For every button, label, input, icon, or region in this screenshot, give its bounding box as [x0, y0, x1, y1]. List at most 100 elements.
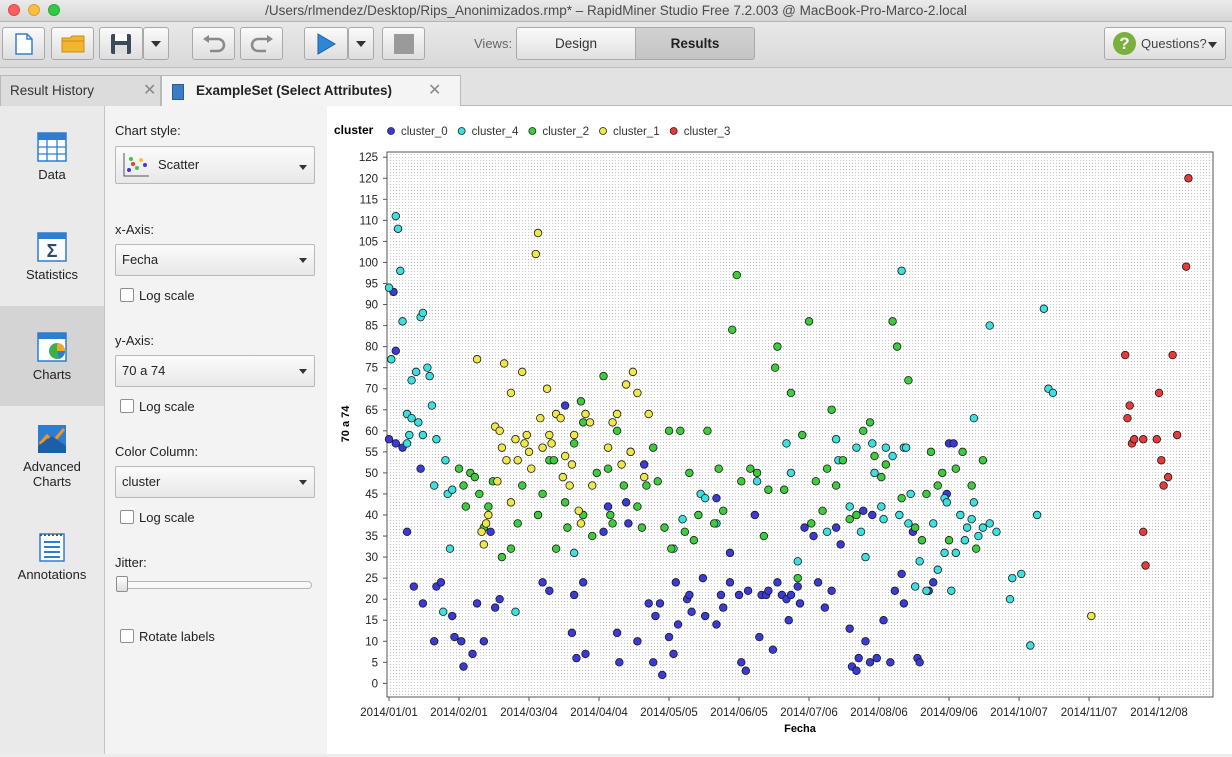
sidebar-item-data[interactable]: Data: [0, 106, 104, 206]
y-tick-label: 65: [365, 405, 378, 417]
views-label: Views:: [474, 36, 513, 51]
data-point: [865, 658, 875, 667]
chevron-down-icon: [299, 258, 307, 263]
data-point: [644, 409, 653, 419]
y-tick-label: 55: [365, 447, 378, 459]
data-point: [813, 578, 823, 587]
data-point: [637, 523, 647, 532]
x-log-scale-checkbox[interactable]: [120, 288, 134, 302]
open-process-button[interactable]: [51, 27, 94, 60]
x-axis-dropdown[interactable]: Fecha: [115, 244, 315, 276]
y-tick-label: 75: [365, 363, 378, 375]
tab-exampleset[interactable]: ExampleSet (Select Attributes) ✕: [161, 75, 461, 106]
data-point: [459, 481, 468, 490]
data-point: [416, 464, 425, 473]
data-point: [569, 590, 579, 600]
data-point: [773, 578, 782, 587]
data-point: [1168, 350, 1177, 360]
data-point: [660, 523, 669, 532]
data-point: [1139, 527, 1148, 537]
stop-icon: [393, 33, 414, 54]
data-point: [499, 359, 509, 368]
undo-button[interactable]: [192, 27, 235, 60]
data-point: [579, 578, 588, 587]
y-tick-label: 50: [365, 468, 378, 480]
data-point: [1152, 435, 1162, 444]
design-view-button[interactable]: Design: [516, 27, 636, 60]
data-point: [513, 519, 522, 528]
data-point: [402, 527, 412, 537]
save-options-dropdown[interactable]: [143, 27, 169, 60]
new-document-icon: [14, 32, 33, 55]
run-options-dropdown[interactable]: [348, 27, 374, 60]
data-point: [569, 430, 579, 440]
results-view-button[interactable]: Results: [635, 27, 755, 60]
redo-button[interactable]: [240, 27, 283, 60]
maximize-window-button[interactable]: [48, 4, 60, 16]
new-process-button[interactable]: [2, 27, 45, 60]
jitter-slider-track[interactable]: [117, 581, 312, 589]
data-point: [831, 523, 841, 532]
chart-style-dropdown[interactable]: Scatter: [115, 146, 315, 184]
data-point: [795, 599, 805, 608]
data-point: [714, 464, 723, 473]
data-point: [518, 367, 527, 377]
color-log-scale-checkbox[interactable]: [120, 510, 134, 524]
data-point: [497, 443, 507, 452]
advanced-charts-icon: [38, 425, 66, 453]
data-point: [612, 628, 622, 638]
y-tick-label: 70: [365, 384, 378, 396]
data-point: [890, 586, 900, 595]
y-log-scale-checkbox[interactable]: [120, 399, 134, 413]
data-point: [886, 658, 895, 667]
data-point: [391, 439, 400, 448]
close-tab-icon[interactable]: ✕: [428, 82, 442, 99]
data-point: [493, 477, 502, 486]
data-point: [836, 540, 845, 549]
data-point: [484, 502, 493, 511]
data-point: [978, 523, 988, 532]
data-point: [606, 510, 615, 520]
statistics-sigma-icon: Σ: [37, 232, 67, 262]
stop-process-button[interactable]: [382, 27, 425, 60]
chevron-down-icon: [1208, 42, 1217, 48]
data-point: [861, 552, 870, 562]
data-point: [926, 447, 936, 457]
jitter-slider-handle[interactable]: [116, 576, 128, 592]
close-tab-icon[interactable]: ✕: [143, 82, 157, 99]
legend-entry: cluster_4: [472, 126, 519, 138]
data-point: [470, 472, 480, 482]
close-window-button[interactable]: [8, 4, 20, 16]
sidebar-item-charts[interactable]: Charts: [0, 306, 104, 406]
data-point: [685, 590, 694, 600]
data-point: [865, 418, 875, 427]
data-point: [1159, 481, 1168, 490]
data-point: [881, 443, 891, 452]
data-point: [612, 426, 622, 436]
y-axis-dropdown[interactable]: 70 a 74: [115, 355, 315, 387]
chevron-down-icon: [356, 40, 366, 47]
y-tick-label: 105: [359, 236, 378, 248]
sidebar-item-advanced-charts[interactable]: Advanced Charts: [0, 406, 104, 506]
minimize-window-button[interactable]: [28, 4, 40, 16]
sidebar-item-annotations[interactable]: Annotations: [0, 506, 104, 606]
questions-button[interactable]: ? Questions?: [1104, 27, 1226, 60]
data-point: [888, 317, 897, 326]
tab-result-history[interactable]: Result History ✕: [0, 75, 161, 106]
rotate-labels-checkbox[interactable]: [120, 629, 134, 643]
scatter-chart[interactable]: cluster cluster_0 cluster_4 cluster_2 cluste…: [327, 106, 1232, 754]
data-point: [497, 552, 507, 562]
data-point: [800, 523, 809, 532]
data-point: [827, 586, 836, 595]
save-process-button[interactable]: [99, 27, 143, 60]
tab-label: Result History: [10, 83, 95, 98]
data-point: [962, 523, 972, 532]
data-point: [511, 607, 520, 617]
result-tabs: Result History ✕ ExampleSet (Select Attr…: [0, 68, 1232, 106]
data-point: [531, 249, 540, 259]
data-point: [782, 439, 791, 448]
run-process-button[interactable]: [304, 27, 348, 60]
color-column-dropdown[interactable]: cluster: [115, 466, 315, 498]
data-point: [967, 481, 976, 490]
sidebar-item-statistics[interactable]: Σ Statistics: [0, 206, 104, 306]
